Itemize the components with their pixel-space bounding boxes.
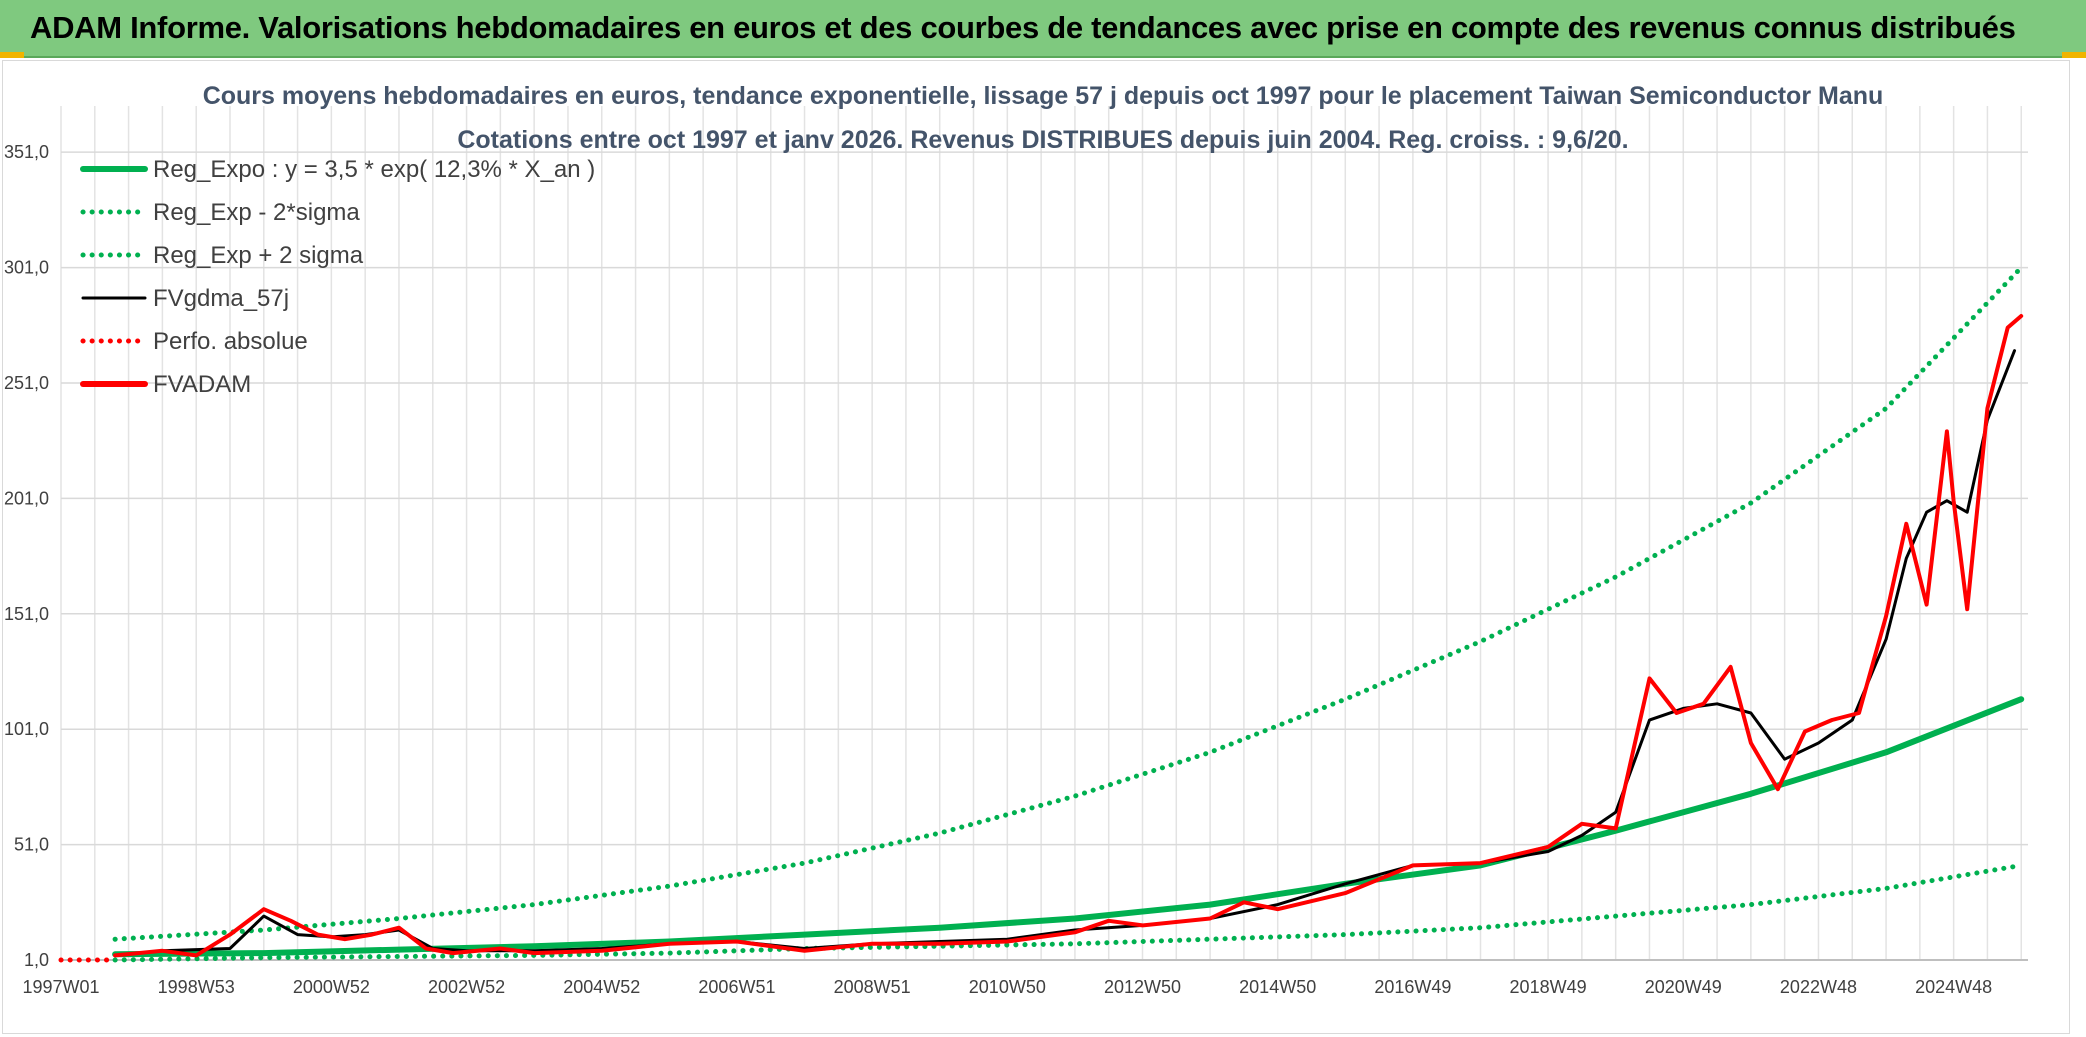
legend-label: Perfo. absolue <box>153 328 308 355</box>
y-tick-label: 51,0 <box>14 835 49 855</box>
report-title: ADAM Informe. Valorisations hebdomadaire… <box>30 10 2016 45</box>
legend-label: Reg_Exp - 2*sigma <box>153 199 360 226</box>
y-tick-label: 151,0 <box>4 604 49 624</box>
grid-lines <box>60 106 2028 961</box>
series-line-2 <box>112 862 2024 963</box>
report-header-bar: ADAM Informe. Valorisations hebdomadaire… <box>0 0 2086 58</box>
x-tick-label: 2016W49 <box>1374 977 1451 997</box>
x-tick-label: 2022W48 <box>1780 977 1857 997</box>
chart-area: Cours moyens hebdomadaires en euros, ten… <box>2 60 2070 1034</box>
y-tick-label: 301,0 <box>4 258 49 278</box>
legend-label: FVgdma_57j <box>153 285 289 312</box>
x-tick-label: 1997W01 <box>22 977 99 997</box>
legend-label: Reg_Expo : y = 3,5 * exp( 12,3% * X_an ) <box>153 156 595 183</box>
y-tick-label: 201,0 <box>4 488 49 508</box>
line-chart: Cours moyens hebdomadaires en euros, ten… <box>4 82 2028 997</box>
y-axis-ticks: 1,0 51,0 101,0 151,0 201,0 251,0 301,0 351,0 <box>4 142 49 970</box>
legend-label: FVADAM <box>153 371 251 398</box>
x-tick-label: 2020W49 <box>1645 977 1722 997</box>
x-tick-label: 2000W52 <box>293 977 370 997</box>
legend: Reg_Expo : y = 3,5 * exp( 12,3% * X_an )… <box>80 156 595 398</box>
corner-marker-right <box>2062 52 2086 58</box>
x-tick-label: 2010W50 <box>969 977 1046 997</box>
y-tick-label: 351,0 <box>4 142 49 162</box>
y-tick-label: 101,0 <box>4 719 49 739</box>
legend-label: Reg_Exp + 2 sigma <box>153 242 364 269</box>
x-tick-label: 2012W50 <box>1104 977 1181 997</box>
chart-title: Cours moyens hebdomadaires en euros, ten… <box>203 82 1884 110</box>
chart-subtitle: Cotations entre oct 1997 et janv 2026. R… <box>457 126 1628 154</box>
series-line-4 <box>113 349 2016 957</box>
x-axis-ticks: 1997W01 1998W53 2000W52 2002W52 2004W52 2006W… <box>22 959 2028 997</box>
x-tick-label: 1998W53 <box>158 977 235 997</box>
x-tick-label: 2014W50 <box>1239 977 1316 997</box>
corner-marker-left <box>0 52 24 58</box>
x-tick-label: 2002W52 <box>428 977 505 997</box>
series-line-6 <box>113 314 2024 958</box>
x-tick-label: 2024W48 <box>1915 977 1992 997</box>
x-tick-label: 2006W51 <box>698 977 775 997</box>
x-tick-label: 2018W49 <box>1510 977 1587 997</box>
y-tick-label: 251,0 <box>4 373 49 393</box>
x-tick-label: 2008W51 <box>834 977 911 997</box>
series-lines <box>58 265 2025 963</box>
x-tick-label: 2004W52 <box>563 977 640 997</box>
y-tick-label: 1,0 <box>24 950 49 970</box>
series-line-3 <box>112 265 2024 942</box>
series-line-1 <box>112 696 2025 958</box>
